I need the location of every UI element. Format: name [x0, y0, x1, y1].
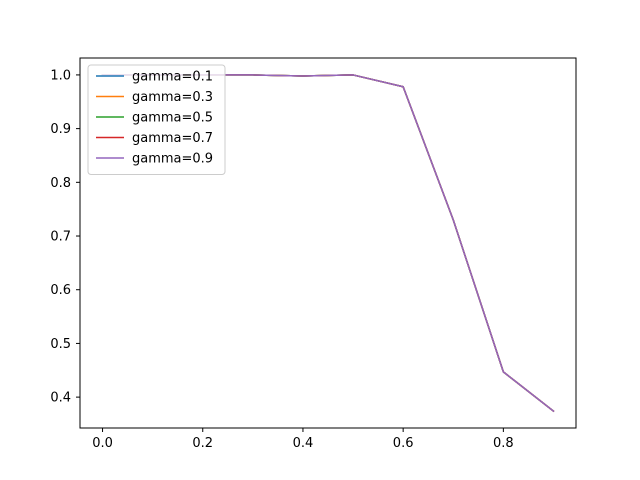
legend-label-4: gamma=0.7 — [132, 131, 213, 146]
x-tick-label: 0.0 — [92, 436, 113, 451]
legend-box — [87, 64, 226, 175]
y-tick-label: 0.9 — [50, 122, 71, 137]
y-tick-label: 0.4 — [50, 391, 71, 406]
y-tick-label: 0.5 — [50, 337, 71, 352]
y-tick-label: 0.6 — [50, 283, 71, 298]
x-tick-label: 0.6 — [393, 436, 414, 451]
y-tick-label: 1.0 — [50, 68, 71, 83]
y-axis: 0.4 0.5 0.6 0.7 0.8 0.9 1.0 — [50, 68, 80, 406]
y-tick-label: 0.7 — [50, 230, 71, 245]
legend-label-1: gamma=0.1 — [132, 70, 213, 85]
legend-label-3: gamma=0.5 — [132, 111, 213, 126]
x-tick-label: 0.4 — [293, 436, 314, 451]
legend-label-5: gamma=0.9 — [132, 152, 213, 167]
legend: gamma=0.1 gamma=0.3 gamma=0.5 gamma=0.7 gamm… — [87, 64, 226, 175]
plot-area-frame — [79, 57, 577, 429]
y-tick-label: 0.8 — [50, 176, 71, 191]
x-tick-label: 0.8 — [493, 436, 514, 451]
legend-label-2: gamma=0.3 — [132, 90, 213, 105]
x-axis: 0.0 0.2 0.4 0.6 0.8 — [92, 428, 514, 451]
x-tick-label: 0.2 — [192, 436, 213, 451]
